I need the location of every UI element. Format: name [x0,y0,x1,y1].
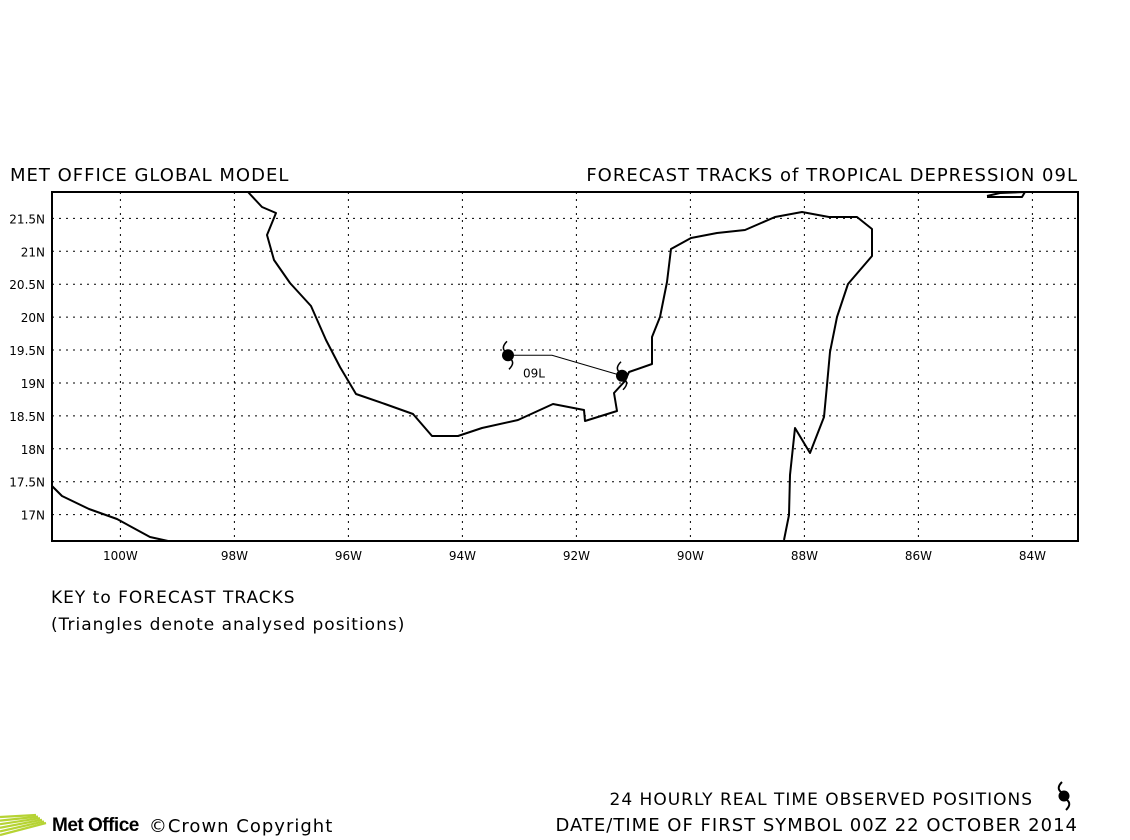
key-note: (Triangles denote analysed positions) [51,615,406,635]
lat-tick-label: 19.5N [9,344,45,358]
copyright-notice: ©Crown Copyright [149,816,333,837]
track-line [508,354,623,377]
met-office-logo-icon [0,813,47,837]
map-grid [52,192,1078,541]
storm-position-marker [502,340,514,370]
forecast-title: FORECAST TRACKS of TROPICAL DEPRESSION 0… [586,165,1078,186]
lon-tick-label: 88W [791,549,818,563]
lat-tick-label: 20.5N [9,278,45,292]
lon-tick-label: 90W [677,549,704,563]
map-frame [51,191,1079,542]
storm-label: 09L [523,366,545,380]
lon-tick-label: 98W [221,549,248,563]
lat-tick-label: 21N [21,245,45,259]
lon-tick-label: 96W [335,549,362,563]
lat-tick-label: 20N [21,311,45,325]
mexico-pacific-coastline [51,485,169,542]
copyright-icon: © [148,815,168,837]
lon-tick-label: 100W [103,549,138,563]
forecast-track: 09L [502,340,628,391]
lat-tick-label: 17N [21,509,45,523]
lat-tick-label: 19N [21,377,45,391]
lat-tick-label: 21.5N [9,212,45,226]
lat-tick-label: 17.5N [9,476,45,490]
mexico-gulf-coastline [247,191,873,541]
copyright-text: Crown Copyright [167,815,334,837]
hurricane-symbol-icon [1057,781,1071,811]
key-title: KEY to FORECAST TRACKS [51,588,296,608]
lon-tick-label: 86W [905,549,932,563]
lon-tick-label: 94W [449,549,476,563]
first-symbol-datetime: DATE/TIME OF FIRST SYMBOL 00Z 22 OCTOBER… [555,815,1078,836]
lat-tick-label: 18.5N [9,410,45,424]
logo-text: Met Office [52,815,139,836]
latitude-labels: 17N 17.5N 18N 18.5N 19N 19.5N 20N 20.5N 21N 21.5N [9,212,45,522]
lon-tick-label: 92W [563,549,590,563]
observed-positions-legend: 24 HOURLY REAL TIME OBSERVED POSITIONS [609,790,1033,810]
longitude-labels: 100W 98W 96W 94W 92W 90W 88W 86W 84W [103,549,1046,563]
met-office-logo: Met Office ©Crown Copyright [0,812,333,840]
storm-position-marker [616,361,628,391]
lat-tick-label: 18N [21,443,45,457]
model-title: MET OFFICE GLOBAL MODEL [10,165,290,186]
lon-tick-label: 84W [1019,549,1046,563]
